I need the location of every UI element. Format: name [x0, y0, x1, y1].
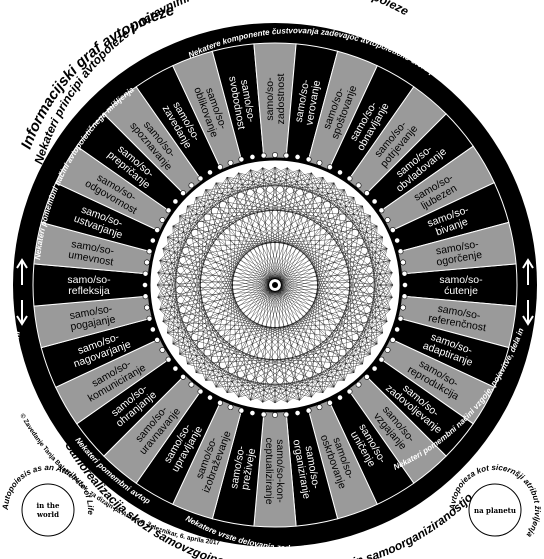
ring-dot	[172, 365, 179, 372]
badge-left-inner-line1: in the	[37, 501, 61, 510]
segment-label-27: samo/so-zadostnost	[264, 74, 287, 125]
ring-dot	[227, 159, 234, 166]
ring-dot	[146, 315, 153, 322]
segment-label-line: samo/so-kon-	[274, 439, 286, 503]
ring-dot	[397, 248, 404, 255]
ring-dot	[389, 337, 396, 343]
ring-dot	[364, 374, 370, 380]
ring-dot	[217, 164, 223, 171]
segment-label-9: samo/so-kon-ceptualiziranje	[263, 437, 286, 504]
ring-dot	[397, 315, 404, 322]
ring-dot	[305, 407, 312, 414]
ring-dot	[316, 404, 323, 411]
ring-dot	[144, 304, 150, 311]
ring-dot	[346, 388, 353, 395]
ring-dot	[305, 156, 312, 163]
ring-dot	[378, 356, 385, 363]
ring-dot	[327, 399, 333, 406]
ring-dot	[197, 388, 204, 395]
ring-dot	[394, 237, 401, 244]
ring-dot	[154, 227, 161, 233]
ring-dot	[384, 217, 391, 223]
ring-dot	[400, 259, 406, 266]
ring-arrows	[16, 258, 534, 326]
ring-dot	[402, 282, 408, 288]
ring-dot	[371, 198, 378, 205]
right-arrow-upper	[522, 258, 534, 285]
ring-dot	[316, 159, 323, 166]
ring-dot	[346, 175, 353, 182]
ring-dot	[294, 154, 301, 160]
segment-label-line: samo/so-	[67, 274, 111, 286]
ring-dot	[394, 326, 401, 333]
center-hub	[272, 282, 278, 288]
ring-dot	[180, 190, 186, 196]
ring-dot	[355, 182, 362, 189]
ring-dot	[207, 169, 213, 176]
ring-dot	[144, 259, 150, 266]
badge-right-inner	[468, 483, 522, 537]
left-arrow-lower	[16, 300, 28, 326]
ring-dot	[384, 347, 391, 353]
segment-label-line: samo/so-	[264, 77, 276, 121]
mesh-lines	[156, 166, 394, 404]
ring-dot	[400, 304, 406, 311]
segment-label-line: samo/so-	[439, 274, 483, 286]
ring-dot	[172, 198, 179, 205]
ring-dot	[159, 347, 166, 353]
ring-dot	[337, 394, 343, 401]
ring-dot	[149, 326, 156, 333]
ring-dot	[188, 182, 195, 189]
ring-dot	[180, 374, 186, 380]
ring-dot	[238, 407, 245, 414]
ring-dot	[401, 270, 408, 277]
ring-dot	[272, 152, 278, 158]
ring-dot	[165, 207, 172, 214]
ring-dot	[142, 282, 148, 288]
badge-right-inner-line1: na planetu	[474, 506, 516, 515]
ring-dot	[364, 190, 370, 196]
ring-dot	[260, 152, 267, 159]
ring-dot	[327, 164, 333, 171]
ring-dot	[149, 237, 156, 244]
ring-dot	[260, 411, 267, 418]
right-arrow-lower	[522, 300, 534, 326]
segment-label-line: refleksija	[68, 285, 110, 297]
ring-dot	[142, 293, 149, 300]
ring-dot	[142, 270, 149, 277]
ring-dot	[401, 293, 408, 300]
ring-dot	[146, 248, 153, 255]
ring-dot	[283, 411, 290, 418]
ring-dot	[154, 337, 161, 343]
ring-dot	[355, 381, 362, 388]
segment-label-18: samo/so-refleksija	[67, 274, 111, 297]
ring-dot	[188, 381, 195, 388]
ring-dot	[389, 227, 396, 233]
ring-dot	[249, 154, 256, 160]
ring-dot	[217, 399, 223, 406]
ring-dot	[197, 175, 204, 182]
ring-dot	[249, 410, 256, 416]
badge-left-inner	[21, 483, 75, 537]
ring-dot	[371, 365, 378, 372]
ring-dot	[159, 217, 166, 223]
segment-label-line: ceptualiziranje	[263, 437, 275, 504]
ring-dot	[207, 394, 213, 401]
badge-left-inner-line2: world	[36, 510, 59, 519]
ring-dot	[294, 410, 301, 416]
ring-dot	[283, 152, 290, 159]
ring-dot	[337, 169, 343, 176]
segment-label-line: ćutenje	[444, 285, 478, 297]
left-arrow-upper	[16, 258, 28, 285]
ring-dot	[238, 156, 245, 163]
ring-dot	[227, 404, 234, 411]
ring-dot	[165, 356, 172, 363]
ring-dot	[378, 207, 385, 214]
segment-label-line: zadostnost	[275, 74, 287, 125]
ring-dots	[142, 152, 408, 418]
ring-dot	[272, 412, 278, 418]
center-mesh	[156, 166, 394, 404]
segment-label-0: samo/so-ćutenje	[439, 274, 483, 297]
